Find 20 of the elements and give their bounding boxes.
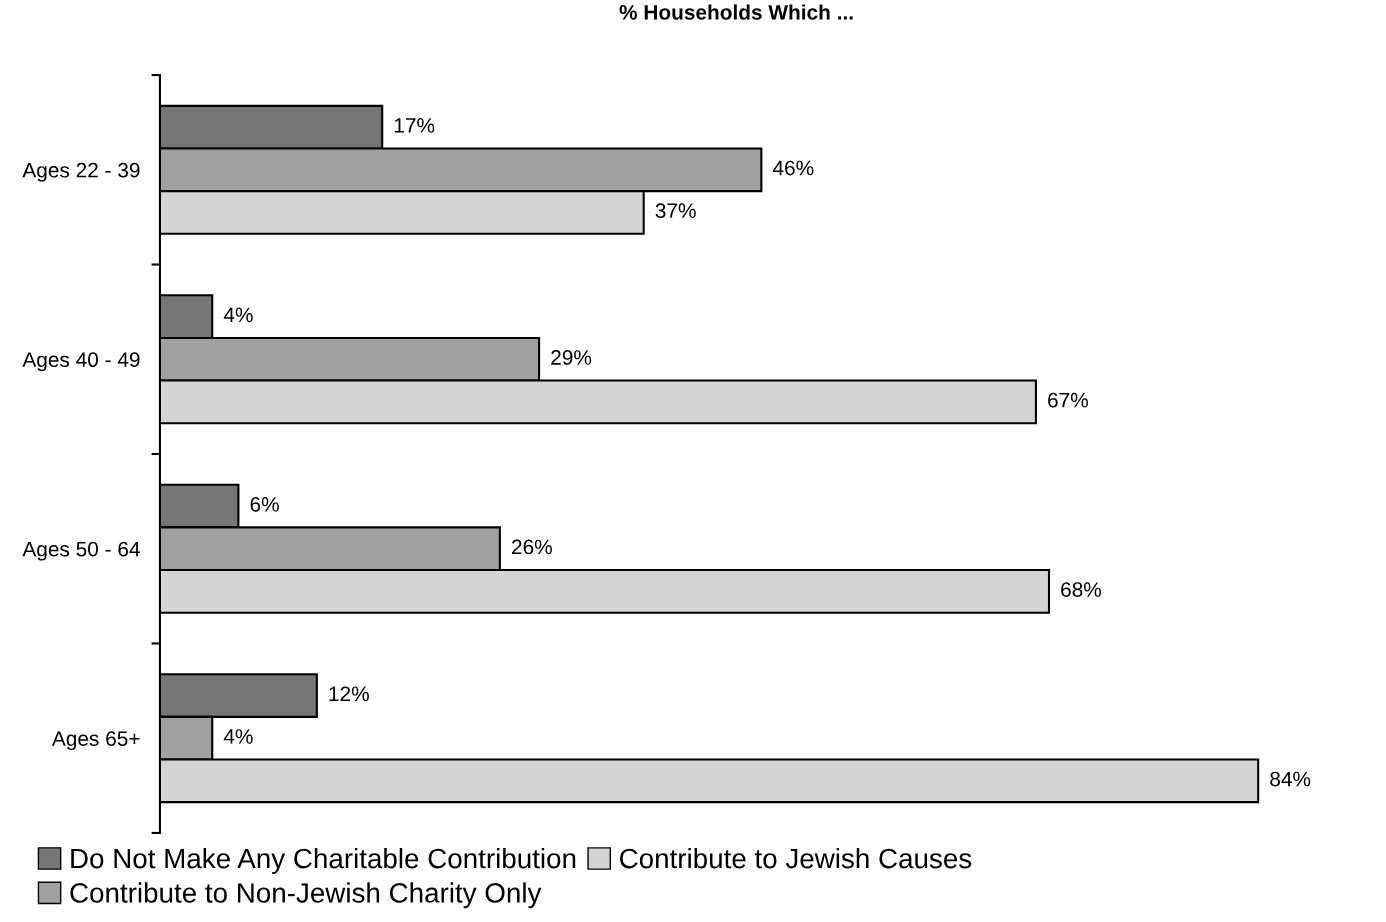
y-tick-label: Ages 22 - 39 <box>22 162 140 182</box>
data-label: 84% <box>1270 771 1311 787</box>
data-label: 46% <box>772 160 814 176</box>
y-tick-label: Ages 50 - 64 <box>22 541 140 561</box>
data-label: 6% <box>250 496 279 512</box>
data-label: 67% <box>1048 392 1088 408</box>
data-label: 29% <box>551 350 592 365</box>
y-tick-label: Ages 65+ <box>51 731 140 751</box>
legend-label: Do Not Make Any Charitable Contribution <box>71 847 576 874</box>
legend-label: Contribute to Non-Jewish Charity Only <box>70 882 542 909</box>
data-label: 26% <box>512 539 552 555</box>
y-tick-label: Ages 40 - 49 <box>22 352 140 372</box>
data-label: 37% <box>655 203 696 219</box>
data-label: 12% <box>329 686 369 702</box>
data-label: 17% <box>394 118 435 133</box>
data-label: 68% <box>1061 582 1102 597</box>
chart-title: % Households Which ... <box>619 4 853 20</box>
data-label: 4% <box>223 729 253 744</box>
legend-label: Contribute to Jewish Causes <box>620 847 972 869</box>
data-label: 4% <box>223 307 253 323</box>
